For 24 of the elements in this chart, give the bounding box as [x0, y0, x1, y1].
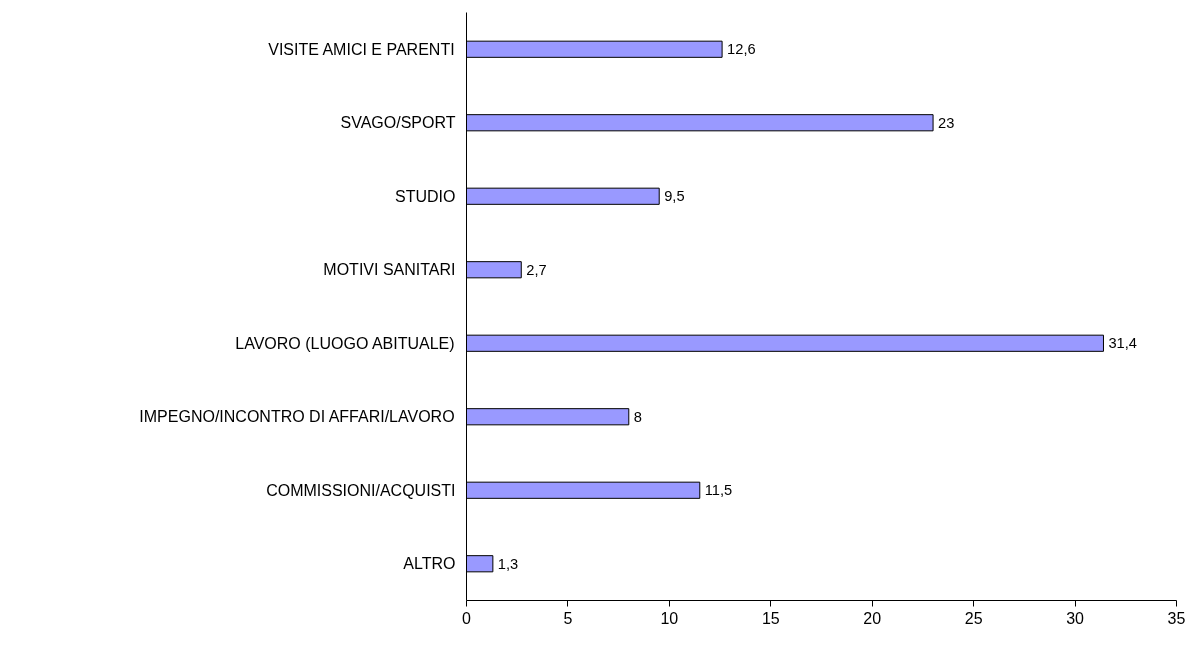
x-tick-label: 5: [563, 609, 573, 627]
data-label: 12,6: [727, 41, 756, 58]
data-label: 2,7: [526, 261, 547, 278]
x-tick-label: 0: [462, 609, 472, 627]
y-tick-label: VISITE AMICI E PARENTI: [268, 40, 455, 58]
x-tick-label: 10: [660, 609, 679, 627]
y-tick-label: COMMISSIONI/ACQUISTI: [266, 481, 456, 499]
y-tick-label: IMPEGNO/INCONTRO DI AFFARI/LAVORO: [139, 408, 455, 426]
data-label: 11,5: [704, 482, 733, 499]
y-tick-label: ALTRO: [403, 555, 456, 573]
x-tick-label: 25: [964, 609, 983, 627]
data-label: 1,3: [497, 555, 519, 572]
y-tick-label: SVAGO/SPORT: [340, 114, 456, 132]
data-label: 9,5: [664, 188, 685, 205]
data-label: 23: [938, 114, 955, 131]
data-label: 8: [633, 408, 642, 425]
x-tick-label: 30: [1066, 609, 1085, 627]
y-tick-label: MOTIVI SANITARI: [323, 261, 456, 279]
x-tick-label: 35: [1167, 609, 1186, 627]
y-tick-label: LAVORO (LUOGO ABITUALE): [235, 334, 455, 352]
x-tick-label: 20: [863, 609, 882, 627]
data-label: 31,4: [1108, 335, 1137, 352]
x-tick-label: 15: [761, 609, 780, 627]
y-tick-label: STUDIO: [395, 187, 456, 205]
